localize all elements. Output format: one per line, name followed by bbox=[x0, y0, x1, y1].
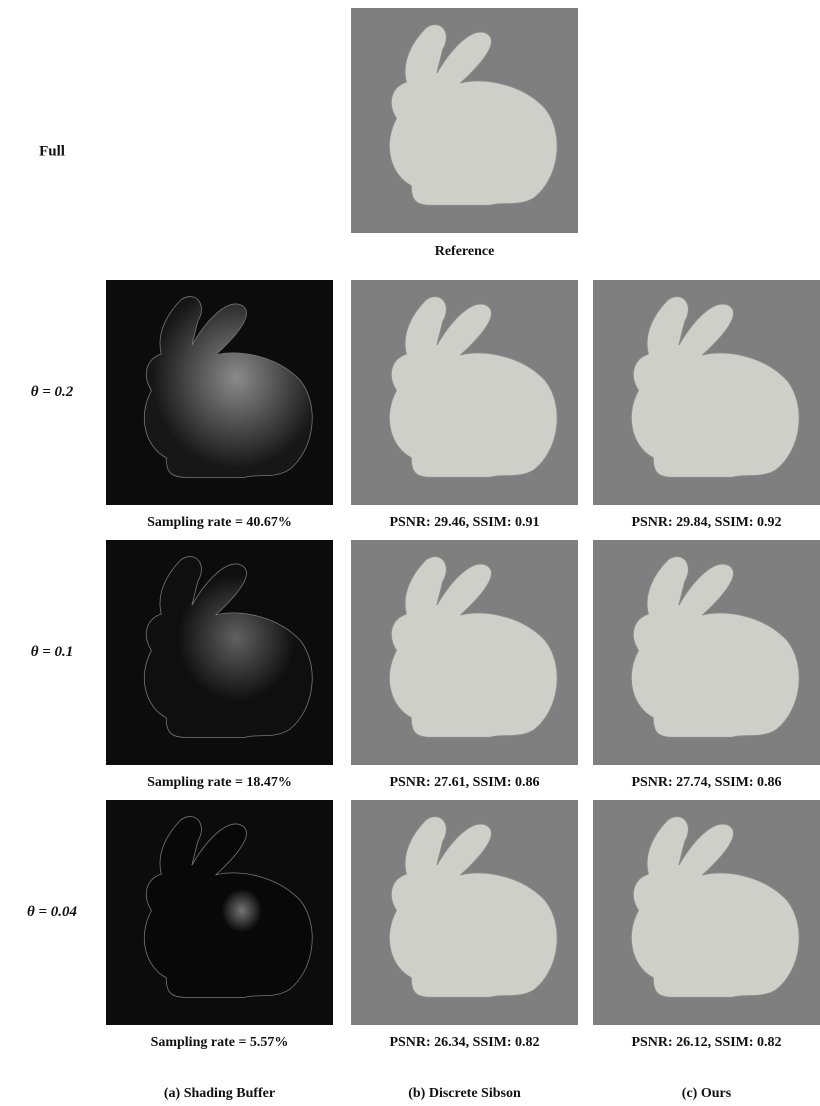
image-caption: Sampling rate = 18.47% bbox=[147, 775, 292, 790]
image-caption: PSNR: 27.74, SSIM: 0.86 bbox=[631, 775, 781, 790]
image-caption: PSNR: 29.84, SSIM: 0.92 bbox=[631, 515, 781, 530]
image-caption: PSNR: 26.34, SSIM: 0.82 bbox=[389, 1035, 539, 1050]
column-label: (a) Shading Buffer bbox=[164, 1086, 275, 1101]
column-label: (b) Discrete Sibson bbox=[408, 1086, 521, 1101]
row-label: Full bbox=[39, 143, 65, 159]
page: Full Reference θ = 0.2 Sampling rate = 40.6… bbox=[0, 0, 820, 1106]
image-caption: Sampling rate = 40.67% bbox=[147, 515, 292, 530]
row-label: θ = 0.2 bbox=[31, 384, 74, 400]
column-label: (c) Ours bbox=[682, 1086, 732, 1101]
row-label: θ = 0.1 bbox=[31, 644, 74, 660]
image-caption: PSNR: 27.61, SSIM: 0.86 bbox=[389, 775, 539, 790]
image-caption: Reference bbox=[435, 244, 495, 259]
image-caption: PSNR: 26.12, SSIM: 0.82 bbox=[631, 1035, 781, 1050]
row-label: θ = 0.04 bbox=[27, 904, 78, 920]
figure: Full Reference θ = 0.2 Sampling rate = 40.6… bbox=[0, 0, 820, 1106]
image-caption: PSNR: 29.46, SSIM: 0.91 bbox=[389, 515, 539, 530]
image-caption: Sampling rate = 5.57% bbox=[151, 1035, 289, 1050]
